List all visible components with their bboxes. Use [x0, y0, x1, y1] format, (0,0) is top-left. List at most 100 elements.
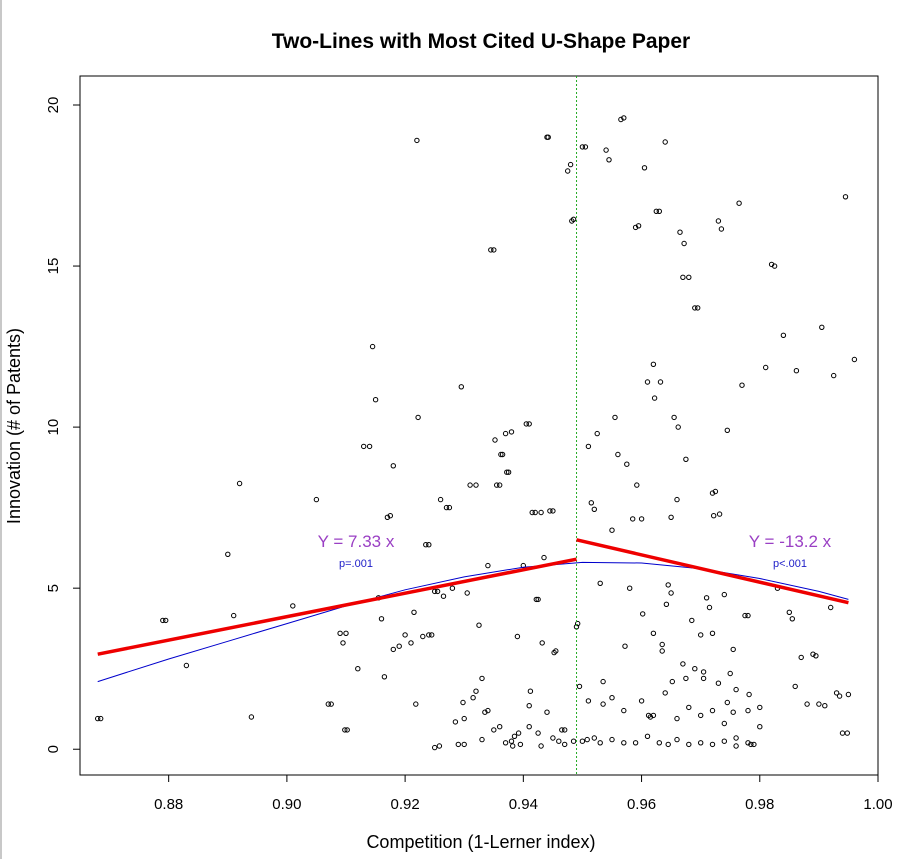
data-point	[757, 704, 763, 711]
data-point	[780, 332, 787, 338]
data-point	[98, 715, 104, 722]
data-point	[662, 690, 668, 696]
data-point	[550, 735, 556, 741]
data-point	[656, 208, 662, 215]
data-point	[539, 640, 545, 646]
data-point	[668, 590, 674, 596]
data-point	[632, 740, 639, 746]
y-tick-label: 0	[45, 745, 62, 753]
data-point	[458, 384, 464, 390]
data-point	[423, 542, 429, 548]
data-point	[609, 736, 615, 743]
x-axis: 0.88 0.90 0.92 0.94 0.96 0.98 1.00	[154, 775, 893, 813]
data-point	[742, 612, 748, 619]
data-point	[683, 456, 689, 462]
data-point	[703, 595, 710, 601]
right-regression-line	[576, 538, 849, 605]
data-point	[842, 194, 849, 200]
data-point	[527, 688, 534, 694]
data-point	[497, 724, 503, 730]
data-point	[627, 585, 633, 591]
data-point	[508, 738, 515, 744]
data-point	[733, 686, 739, 693]
data-point	[724, 699, 730, 706]
data-point	[538, 743, 544, 749]
data-point	[556, 738, 562, 744]
data-point	[550, 508, 556, 514]
data-point	[562, 741, 568, 748]
data-point	[792, 683, 798, 690]
left-equation: Y = 7.33 x	[318, 532, 395, 551]
data-point	[520, 562, 526, 569]
data-point	[579, 738, 586, 744]
data-point	[650, 712, 657, 719]
data-point	[665, 741, 671, 748]
data-point	[689, 617, 695, 624]
data-point	[591, 735, 597, 741]
data-point	[479, 675, 485, 682]
y-tick-label: 10	[45, 419, 62, 436]
data-point	[600, 701, 606, 707]
data-point	[160, 617, 166, 624]
data-point	[621, 740, 627, 746]
data-point	[674, 715, 680, 722]
data-point	[745, 707, 751, 714]
data-point	[638, 698, 645, 704]
data-point	[402, 632, 408, 638]
data-point	[724, 427, 730, 433]
data-point	[622, 643, 628, 649]
data-point	[698, 632, 704, 638]
data-point	[429, 632, 435, 638]
data-point	[340, 640, 346, 646]
data-point	[600, 678, 606, 685]
data-point	[635, 223, 642, 229]
data-point	[681, 240, 687, 247]
data-point	[535, 730, 541, 736]
data-point	[594, 430, 600, 437]
data-point	[641, 165, 648, 171]
data-point	[706, 604, 713, 611]
data-point	[709, 490, 716, 496]
data-point	[733, 743, 739, 749]
data-point	[659, 641, 665, 648]
data-point	[730, 646, 736, 653]
x-tick-label: 0.90	[272, 796, 301, 813]
data-point	[470, 695, 476, 701]
data-point	[836, 693, 843, 699]
data-point	[745, 740, 751, 746]
data-point	[225, 551, 231, 557]
data-point	[328, 701, 334, 707]
data-point	[547, 508, 553, 514]
data-point	[415, 414, 421, 421]
data-point	[733, 735, 739, 741]
data-point	[698, 740, 704, 746]
data-point	[618, 116, 624, 123]
data-point	[499, 451, 506, 458]
data-point	[502, 430, 509, 437]
data-point	[663, 601, 670, 607]
data-point	[485, 562, 491, 569]
data-point	[651, 395, 658, 401]
data-point	[715, 680, 722, 686]
data-point	[414, 137, 420, 144]
y-axis: 0 5 10 15 20	[45, 97, 80, 753]
data-point	[730, 709, 736, 715]
data-point	[831, 372, 837, 379]
data-point	[313, 496, 320, 503]
data-point	[736, 200, 742, 206]
data-point	[565, 168, 571, 174]
data-point	[440, 593, 447, 599]
data-point	[570, 216, 577, 223]
data-point	[786, 609, 792, 615]
data-point	[498, 451, 504, 458]
data-point	[653, 208, 659, 215]
data-point	[621, 707, 627, 714]
data-point	[515, 730, 522, 736]
data-point	[461, 715, 467, 722]
data-point	[819, 324, 825, 330]
chart-title: Two-Lines with Most Cited U-Shape Paper	[272, 30, 690, 53]
data-point	[798, 654, 804, 661]
data-point	[686, 741, 692, 748]
data-point	[588, 500, 594, 506]
data-point	[680, 661, 686, 667]
